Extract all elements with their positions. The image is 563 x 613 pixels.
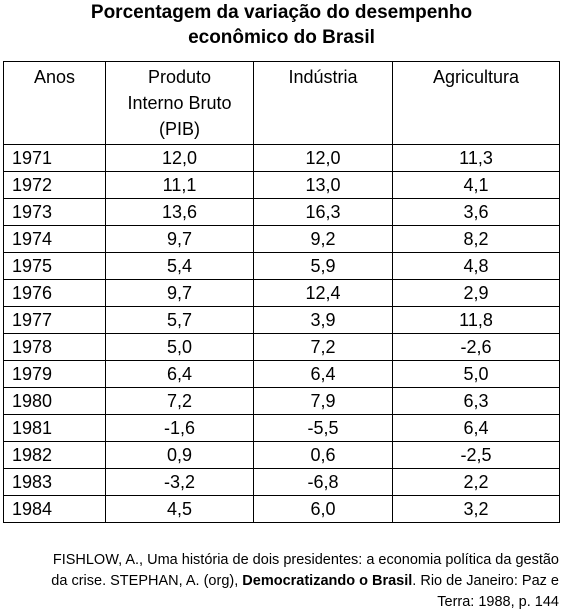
cell-pib: 5,4	[105, 252, 254, 280]
cell-pib: 5,0	[105, 333, 254, 361]
cell-year: 1982	[3, 441, 106, 469]
cell-industry: 6,4	[253, 360, 393, 388]
cell-year: 1981	[3, 414, 106, 442]
cell-agriculture: 2,2	[392, 468, 560, 496]
cell-agriculture: 8,2	[392, 225, 560, 253]
cell-agriculture: 11,3	[392, 144, 560, 172]
cell-pib: 9,7	[105, 225, 254, 253]
table-row: 1971 12,0 12,0 11,3	[3, 144, 560, 172]
cell-year: 1971	[3, 144, 106, 172]
cell-agriculture: 2,9	[392, 279, 560, 307]
cell-industry: 6,0	[253, 495, 393, 523]
cell-agriculture: -2,5	[392, 441, 560, 469]
cell-industry: -6,8	[253, 468, 393, 496]
table-row: 1976 9,7 12,4 2,9	[3, 279, 560, 307]
cell-year: 1974	[3, 225, 106, 253]
cell-pib: 5,7	[105, 306, 254, 334]
cell-pib: 9,7	[105, 279, 254, 307]
cell-year: 1979	[3, 360, 106, 388]
cell-industry: 0,6	[253, 441, 393, 469]
cell-year: 1977	[3, 306, 106, 334]
cell-agriculture: -2,6	[392, 333, 560, 361]
table-row: 1978 5,0 7,2 -2,6	[3, 333, 560, 361]
cell-industry: 7,9	[253, 387, 393, 415]
cell-pib: 4,5	[105, 495, 254, 523]
cell-agriculture: 5,0	[392, 360, 560, 388]
cell-agriculture: 6,3	[392, 387, 560, 415]
cell-year: 1973	[3, 198, 106, 226]
cell-industry: 5,9	[253, 252, 393, 280]
header-pib-line-2: Interno Bruto	[127, 93, 232, 113]
cell-agriculture: 6,4	[392, 414, 560, 442]
cell-year: 1975	[3, 252, 106, 280]
cell-year: 1978	[3, 333, 106, 361]
cell-industry: 12,4	[253, 279, 393, 307]
cell-agriculture: 4,1	[392, 171, 560, 199]
cell-agriculture: 11,8	[392, 306, 560, 334]
header-pib-line-3: (PIB)	[158, 119, 200, 139]
cell-industry: 16,3	[253, 198, 393, 226]
header-pib-line-1: Produto	[147, 67, 212, 87]
cell-year: 1972	[3, 171, 106, 199]
table-title-line-1: Porcentagem da variação do desempenho	[90, 2, 473, 23]
cell-year: 1984	[3, 495, 106, 523]
table-row: 1974 9,7 9,2 8,2	[3, 225, 560, 253]
table-row: 1977 5,7 3,9 11,8	[3, 306, 560, 334]
table-row: 1980 7,2 7,9 6,3	[3, 387, 560, 415]
table-row: 1973 13,6 16,3 3,6	[3, 198, 560, 226]
cell-pib: 12,0	[105, 144, 254, 172]
cell-pib: -1,6	[105, 414, 254, 442]
table-row: 1979 6,4 6,4 5,0	[3, 360, 560, 388]
cell-agriculture: 4,8	[392, 252, 560, 280]
cell-year: 1980	[3, 387, 106, 415]
source-line-2-start: da crise. STEPHAN, A. (org),	[51, 573, 243, 589]
table-header-row: Anos Produto Interno Bruto (PIB) Indústr…	[3, 61, 560, 145]
cell-industry: 12,0	[253, 144, 393, 172]
header-industry: Indústria	[253, 61, 393, 145]
header-pib: Produto Interno Bruto (PIB)	[105, 61, 254, 145]
cell-industry: -5,5	[253, 414, 393, 442]
table-row: 1983 -3,2 -6,8 2,2	[3, 468, 560, 496]
source-citation: FISHLOW, A., Uma história de dois presid…	[3, 550, 559, 613]
cell-year: 1976	[3, 279, 106, 307]
source-line-3: Terra: 1988, p. 144	[437, 594, 559, 610]
cell-agriculture: 3,2	[392, 495, 560, 523]
header-agriculture: Agricultura	[392, 61, 560, 145]
cell-pib: 0,9	[105, 441, 254, 469]
cell-pib: -3,2	[105, 468, 254, 496]
source-line-1: FISHLOW, A., Uma história de dois presid…	[52, 552, 559, 568]
cell-pib: 13,6	[105, 198, 254, 226]
cell-agriculture: 3,6	[392, 198, 560, 226]
cell-pib: 11,1	[105, 171, 254, 199]
cell-pib: 6,4	[105, 360, 254, 388]
source-line-2-end: . Rio de Janeiro: Paz e	[412, 573, 559, 589]
cell-industry: 13,0	[253, 171, 393, 199]
source-book-title: Democratizando o Brasil	[242, 573, 413, 589]
table-title-line-2: econômico do Brasil	[188, 27, 375, 48]
table-title: Porcentagem da variação do desempenho ec…	[0, 0, 563, 50]
table-row: 1984 4,5 6,0 3,2	[3, 495, 560, 523]
cell-pib: 7,2	[105, 387, 254, 415]
cell-industry: 9,2	[253, 225, 393, 253]
table-row: 1982 0,9 0,6 -2,5	[3, 441, 560, 469]
table-row: 1981 -1,6 -5,5 6,4	[3, 414, 560, 442]
header-year: Anos	[3, 61, 106, 145]
cell-year: 1983	[3, 468, 106, 496]
source-line-2: da crise. STEPHAN, A. (org), Democratiza…	[3, 571, 559, 592]
economic-performance-table: Anos Produto Interno Bruto (PIB) Indústr…	[3, 61, 560, 523]
cell-industry: 3,9	[253, 306, 393, 334]
table-row: 1972 11,1 13,0 4,1	[3, 171, 560, 199]
cell-industry: 7,2	[253, 333, 393, 361]
table-row: 1975 5,4 5,9 4,8	[3, 252, 560, 280]
